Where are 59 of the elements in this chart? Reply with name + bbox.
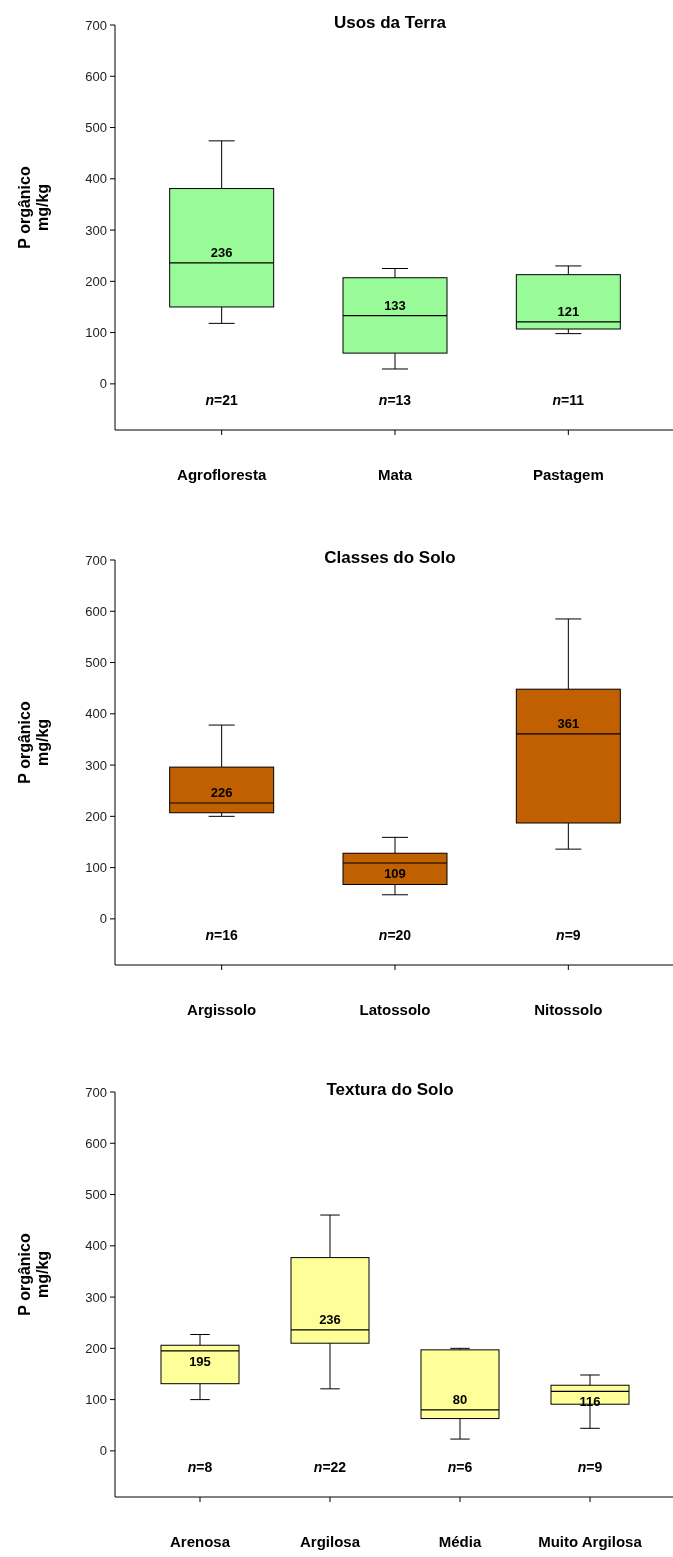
- y-tick-label: 100: [85, 860, 107, 876]
- y-tick-label: 500: [85, 655, 107, 671]
- text: 226: [210, 785, 233, 800]
- annotation: n=13: [378, 391, 412, 408]
- y-tick-label: 300: [85, 757, 107, 773]
- text: 361: [557, 715, 580, 731]
- text: 121: [557, 303, 580, 319]
- x-tick-label: Argissolo: [187, 1001, 257, 1018]
- y-tick-label: 300: [85, 1289, 107, 1305]
- x-tick-label: Latossolo: [359, 1001, 431, 1018]
- y-tick-label: 200: [85, 808, 107, 824]
- y-tick-label: 600: [85, 1135, 107, 1151]
- x-tick-label: Pastagem: [532, 466, 604, 483]
- y-tick-label: 600: [85, 603, 107, 619]
- annotation: n=20: [378, 926, 412, 943]
- text: 133: [384, 297, 406, 313]
- x-tick-label: Muito Argilosa: [538, 1533, 643, 1550]
- annotation: n=11: [552, 391, 585, 408]
- annotation: n=16: [205, 926, 239, 943]
- y-tick-label: 400: [85, 1238, 107, 1254]
- x-tick-label: Agrofloresta: [177, 466, 267, 483]
- y-axis-title: P orgânico mg/kg: [16, 166, 51, 249]
- text: 236: [319, 1311, 341, 1327]
- text: 109: [384, 865, 406, 881]
- chart-title: Usos da Terra: [333, 13, 447, 32]
- annotation: n=9: [577, 1458, 603, 1475]
- x-tick-label: Mata: [377, 466, 413, 483]
- text: 80: [452, 1391, 468, 1407]
- y-tick-label: 200: [85, 273, 107, 289]
- x-tick-label: Arenosa: [169, 1533, 231, 1550]
- y-tick-label: 0: [99, 911, 107, 927]
- y-tick-label: 100: [85, 1392, 107, 1408]
- y-tick-label: 100: [85, 325, 107, 341]
- text: 236: [210, 244, 233, 260]
- text: 195: [189, 1353, 211, 1369]
- chart-title: Classes do Solo: [324, 548, 456, 567]
- annotation: n=22: [313, 1458, 347, 1475]
- x-tick-label: Nitossolo: [534, 1001, 603, 1018]
- chart-title: Textura do Solo: [326, 1080, 454, 1099]
- y-tick-label: 700: [85, 1084, 107, 1100]
- y-tick-label: 400: [85, 706, 107, 722]
- y-tick-label: 300: [85, 222, 107, 238]
- y-tick-label: 200: [85, 1340, 107, 1356]
- y-tick-label: 500: [85, 120, 107, 136]
- y-tick-label: 400: [85, 171, 107, 187]
- y-tick-label: 600: [85, 68, 107, 84]
- annotation: n=21: [205, 391, 239, 408]
- x-tick-label: Argilosa: [299, 1533, 361, 1550]
- y-tick-label: 0: [99, 376, 107, 392]
- annotation: n=8: [187, 1458, 213, 1475]
- y-axis-title: P orgânico mg/kg: [16, 701, 51, 784]
- y-axis-title: P orgânico mg/kg: [16, 1233, 51, 1316]
- y-tick-label: 0: [99, 1443, 107, 1459]
- x-tick-label: Média: [438, 1533, 482, 1550]
- y-tick-label: 700: [85, 17, 107, 33]
- y-tick-label: 700: [85, 552, 107, 568]
- annotation: n=6: [447, 1458, 473, 1475]
- annotation: n=9: [556, 926, 581, 943]
- y-tick-label: 500: [85, 1187, 107, 1203]
